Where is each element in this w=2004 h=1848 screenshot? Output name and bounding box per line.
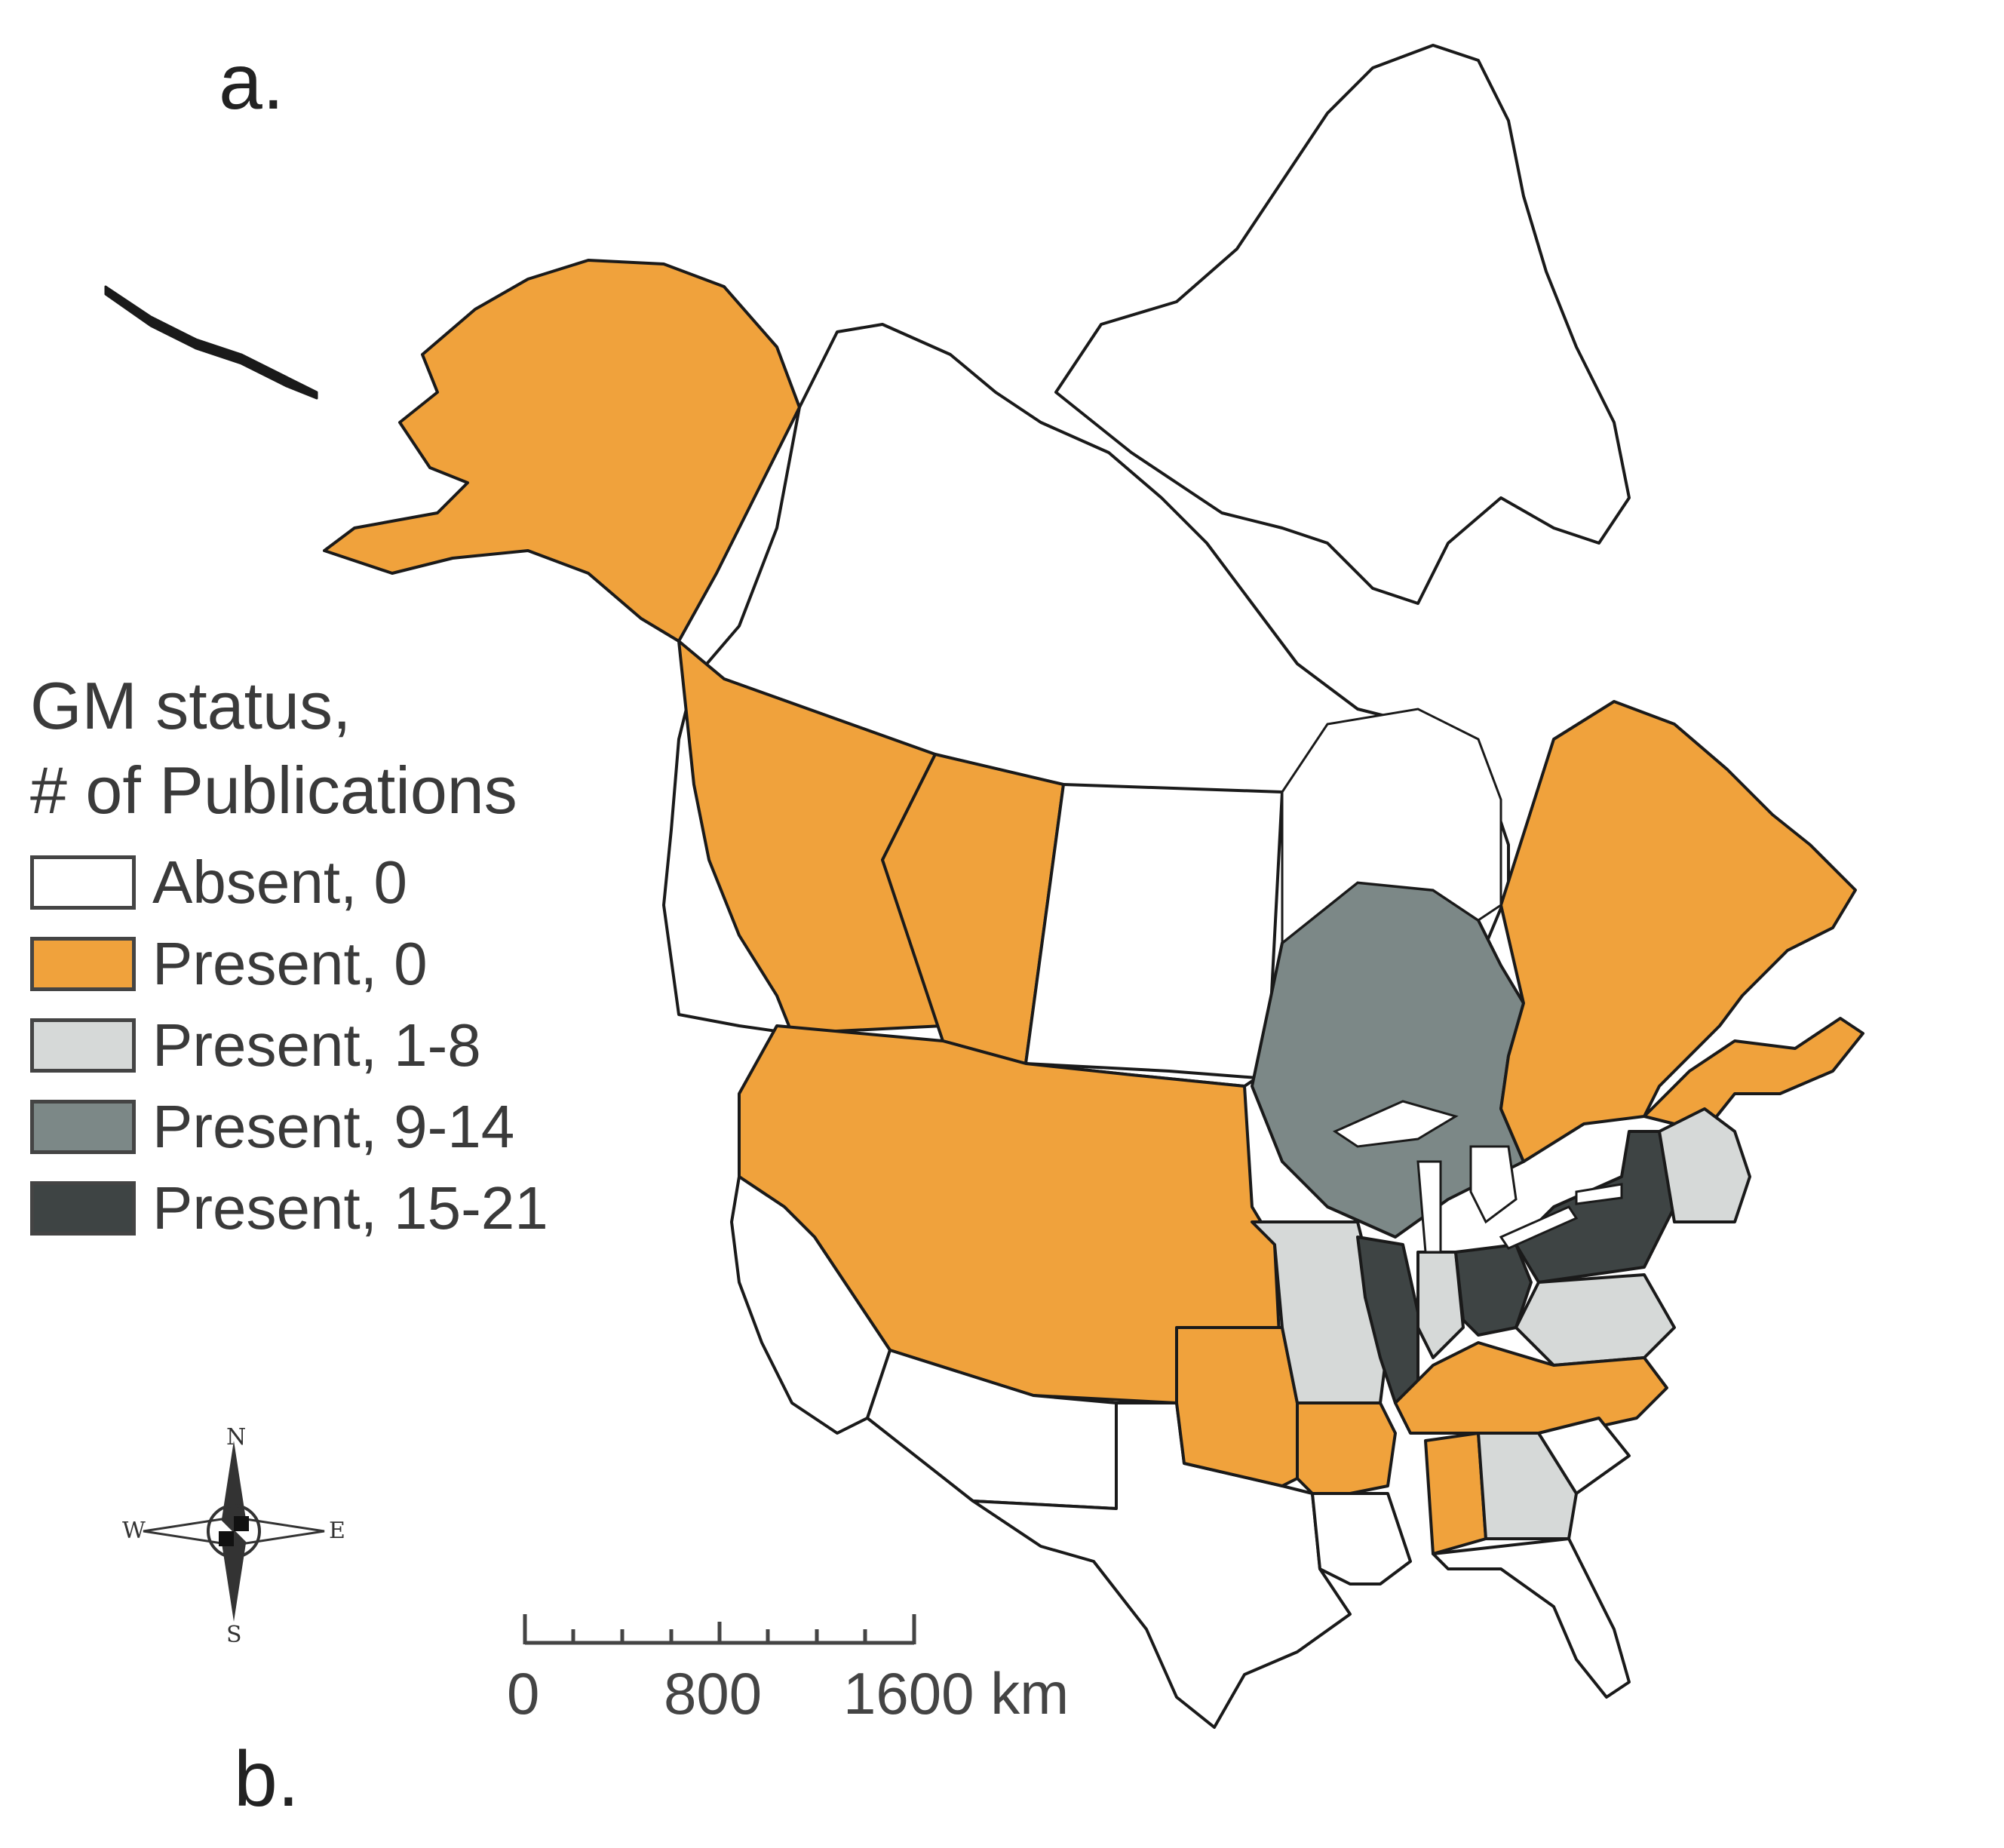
scale-label-800: 800 [664,1660,763,1727]
region-indiana [1416,1251,1465,1359]
legend-item-absent: Absent, 0 [30,842,548,923]
legend-item-present-0: Present, 0 [30,923,548,1005]
region-louisiana [1311,1492,1412,1586]
region-georgia [1477,1432,1578,1540]
legend-label: Present, 15-21 [152,1174,548,1242]
panel-label-b: b. [234,1736,299,1823]
compass-letter-n: N [226,1424,247,1450]
legend-label: Present, 9-14 [152,1093,515,1160]
compass-rose-icon [143,1441,325,1622]
panel-label-a: a. [219,38,284,126]
region-florida [1432,1537,1631,1699]
lake-huron [1469,1145,1518,1224]
hudson-bay [1281,708,1502,946]
legend-title-line1: GM status, [30,668,351,743]
legend: GM status, # of Publications Absent, 0 P… [30,664,548,1249]
legend-label: Present, 1-8 [152,1011,481,1079]
lake-superior [1332,1100,1459,1148]
legend-swatch-present-9-14 [30,1100,136,1154]
legend-item-present-1-8: Present, 1-8 [30,1005,548,1086]
region-arctic-islands [1054,44,1631,605]
legend-swatch-present-0 [30,937,136,991]
region-california-nevada [730,1175,892,1435]
region-saskatchewan-manitoba [1024,783,1284,1080]
region-kentucky-tennessee [1394,1341,1668,1435]
legend-swatch-present-1-8 [30,1018,136,1073]
region-south-carolina [1537,1417,1631,1495]
legend-item-present-15-21: Present, 15-21 [30,1168,548,1249]
region-pennsylvania-new-york [1515,1130,1676,1284]
compass-letter-s: S [226,1622,242,1648]
region-quebec [1499,700,1857,1163]
lake-ontario [1575,1183,1623,1205]
compass-letter-e: E [329,1518,345,1544]
lake-erie [1499,1205,1579,1250]
legend-swatch-present-15-21 [30,1181,136,1236]
scale-bar [523,1614,916,1645]
scale-label-1600-km: 1600 km [843,1660,1070,1727]
legend-label: Present, 0 [152,930,428,997]
lake-michigan [1416,1160,1442,1254]
region-arkansas [1296,1401,1397,1495]
region-mid-atlantic [1515,1273,1676,1367]
region-aleutians [104,285,318,400]
region-oklahoma [1175,1326,1299,1487]
scale-label-0: 0 [507,1660,540,1727]
legend-label: Absent, 0 [152,849,408,916]
legend-item-present-9-14: Present, 9-14 [30,1086,548,1168]
legend-title-line2: # of Publications [30,753,517,827]
legend-swatch-absent [30,855,136,910]
region-alaska [323,259,801,643]
compass-letter-w: W [122,1518,146,1544]
region-maritimes [1643,1017,1864,1133]
region-alabama [1424,1432,1487,1555]
region-new-england [1658,1107,1751,1223]
